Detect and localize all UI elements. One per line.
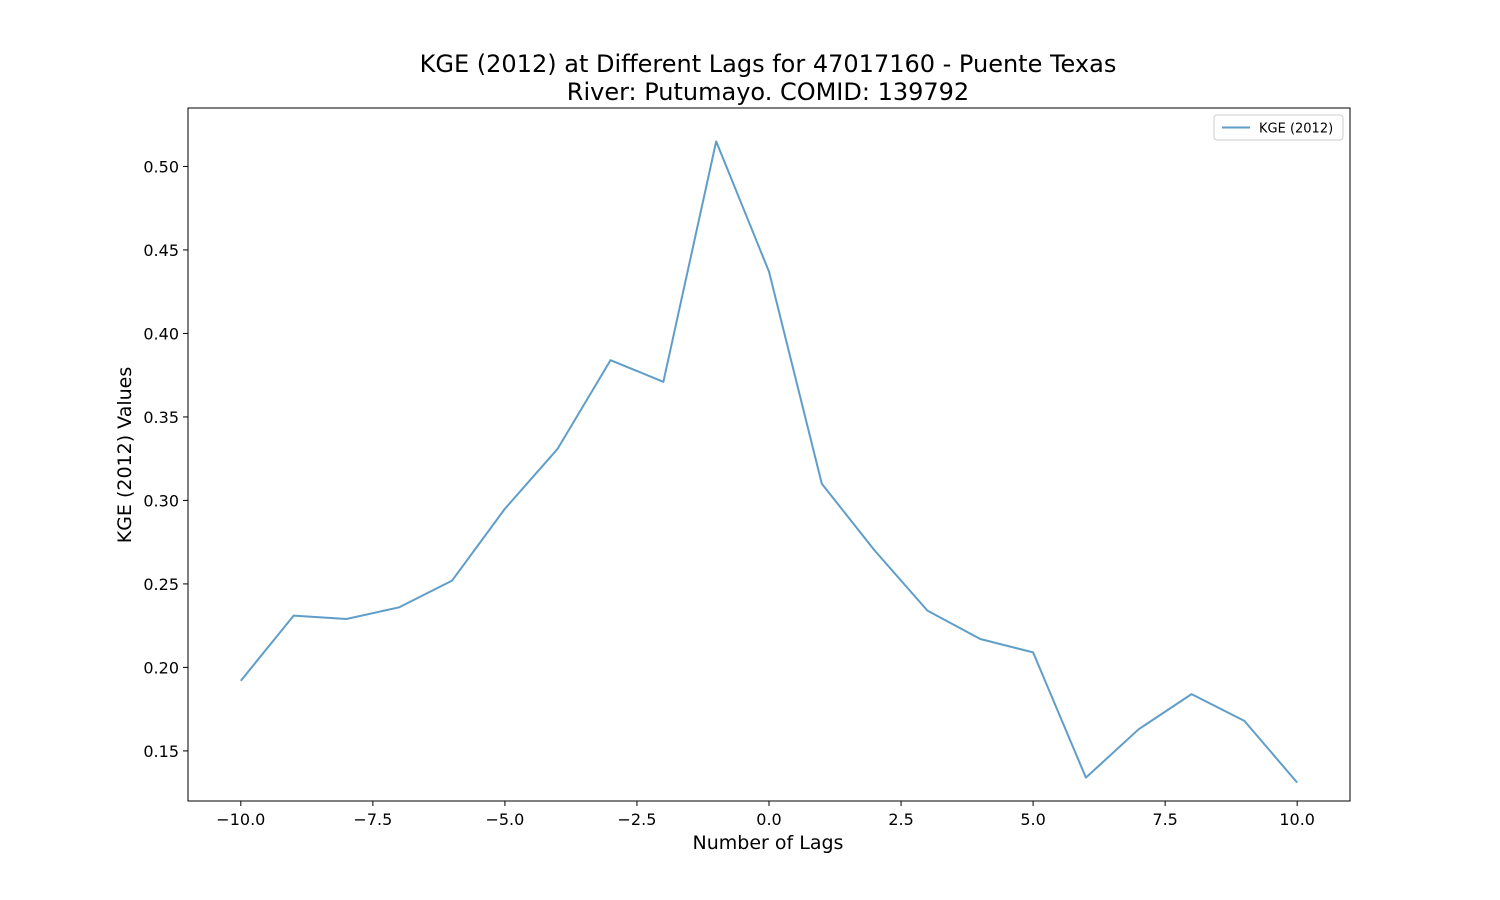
x-tick-label: −10.0	[216, 810, 265, 829]
x-tick-label: 2.5	[888, 810, 913, 829]
x-tick-label: 5.0	[1020, 810, 1045, 829]
x-axis-label: Number of Lags	[693, 832, 844, 854]
y-tick-label: 0.50	[143, 157, 179, 176]
x-tick-label: −7.5	[353, 810, 392, 829]
y-axis-label: KGE (2012) Values	[114, 367, 136, 544]
y-tick-label: 0.15	[143, 742, 179, 761]
plot-area: −10.0 −7.5 −5.0 −2.5 0.0 2.5 5.0 7.5 10.0 0.15 0.2…	[143, 107, 1351, 829]
chart-subtitle: River: Putumayo. COMID: 139792	[567, 78, 969, 106]
x-tick-label: −5.0	[485, 810, 524, 829]
legend-entry: KGE (2012)	[1259, 122, 1333, 137]
legend: KGE (2012)	[1213, 114, 1344, 141]
y-tick-label: 0.25	[143, 575, 179, 594]
y-tick-label: 0.20	[143, 658, 179, 677]
series-line-0	[240, 140, 1298, 784]
x-tick-label: 10.0	[1279, 810, 1315, 829]
y-tick-label: 0.35	[143, 408, 179, 427]
x-tick-label: 0.0	[756, 810, 781, 829]
x-tick-label: 7.5	[1152, 810, 1177, 829]
legend-box	[1213, 114, 1344, 141]
y-tick-label: 0.30	[143, 491, 179, 510]
x-tick-label: −2.5	[618, 810, 657, 829]
plot-frame	[187, 107, 1351, 802]
y-tick-label: 0.45	[143, 241, 179, 260]
chart-title: KGE (2012) at Different Lags for 4701716…	[420, 50, 1117, 78]
y-tick-label: 0.40	[143, 324, 179, 343]
